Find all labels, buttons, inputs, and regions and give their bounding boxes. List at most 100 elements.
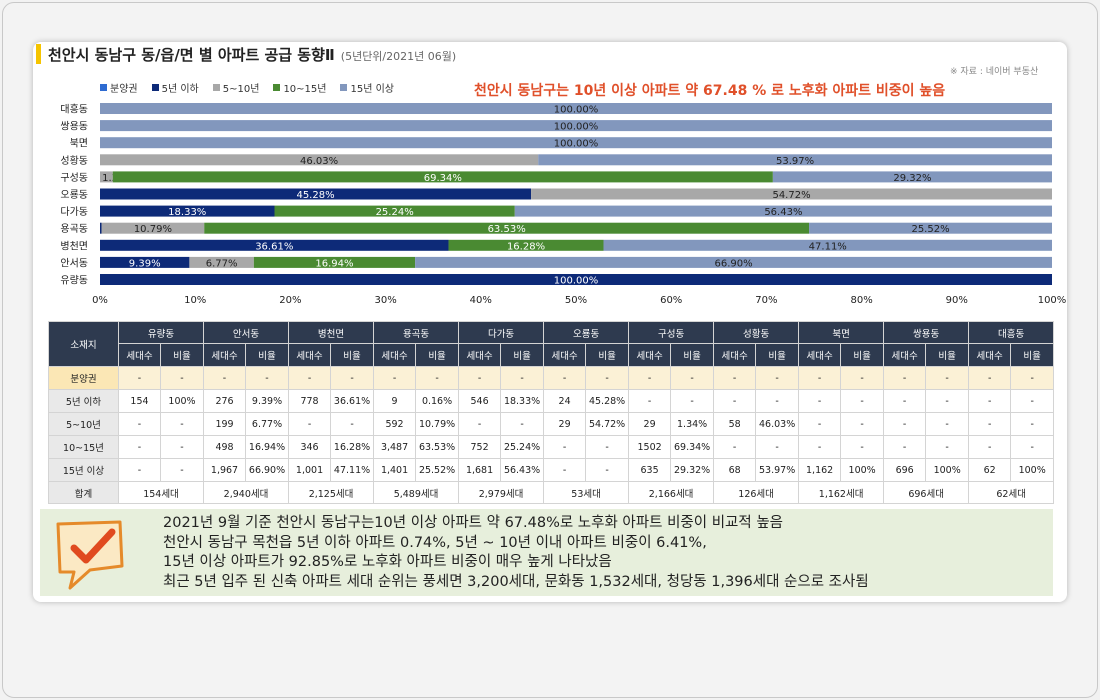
column-subheader: 비율 [755,343,800,367]
data-label: 45.28% [296,190,334,201]
x-tick-label: 10% [184,295,206,306]
category-label: 안서동 [60,257,88,269]
region-header: 대흥동 [968,321,1055,344]
category-label: 병천면 [60,240,88,252]
table-cell: - [330,366,375,390]
region-header: 병천면 [288,321,375,344]
category-label: 구성동 [60,172,88,184]
table-cell: 62 [968,458,1012,482]
table-cell: 69.34% [670,435,715,459]
category-label: 오룡동 [60,189,88,201]
data-label: 63.53% [488,224,526,235]
data-label: 100.00% [554,105,599,116]
title-accent-bar [36,44,41,64]
table-cell: - [755,389,800,413]
table-cell: - [543,366,587,390]
column-subheader: 비율 [585,343,630,367]
row-header: 분양권 [48,366,119,390]
table-cell: 9.39% [245,389,290,413]
bar-segment [603,239,1052,251]
table-cell: - [798,412,842,436]
checkmark-icon [56,520,124,590]
data-label: 36.61% [255,241,293,252]
table-cell: - [118,458,161,482]
table-cell: - [1010,389,1055,413]
table-cell: - [755,435,800,459]
bar-segment [538,154,1052,166]
table-cell: 1,401 [373,458,417,482]
bar-segment [448,239,604,251]
bar-segment [100,120,1052,132]
bar-segment [100,222,102,234]
table-row: 5~10년 - -199 6.77% - -592 10.79% - -29 54.72% 29 1.… [48,412,1055,436]
table-cell: 592 [373,412,417,436]
legend-label: 분양권 [110,84,138,95]
table-cell: 16.28% [330,435,375,459]
data-label: 56.43% [764,207,802,218]
bar-segment [809,222,1052,234]
x-tick-label: 60% [660,295,682,306]
table-cell: 63.53% [415,435,460,459]
table-cell: - [628,389,672,413]
row-header: 5년 이하 [48,389,119,413]
table-row: 15년 이상 - -1,967 66.90% 1,001 47.11% 1,401 25.52… [48,458,1055,482]
chart-headline: 천안시 동남구는 10년 이상 아파트 약 67.48 % 로 노후화 아파트 … [474,83,946,99]
table-cell: - [288,366,332,390]
table-cell: 68 [713,458,757,482]
column-subheader: 비율 [500,343,545,367]
table-cell: 635 [628,458,672,482]
category-label: 대흥동 [60,103,88,116]
table-cell: 29 [543,412,587,436]
table-cell: 18.33% [500,389,545,413]
legend-swatch [340,84,348,91]
table-cell: 0.16% [415,389,460,413]
legend-label: 10~15년 [283,84,327,95]
table-cell: - [798,435,842,459]
table-cell: 16.94% [245,435,290,459]
bar-segment [100,205,275,217]
bar-segment [772,171,1052,183]
table-cell: - [925,366,970,390]
bar-segment [100,171,113,183]
data-label: 66.90% [714,258,752,269]
table-cell: - [458,412,502,436]
table-cell: - [585,458,630,482]
column-subheader: 비율 [840,343,885,367]
bar-segment [100,137,1052,149]
table-cell: 46.03% [755,412,800,436]
legend-swatch [212,84,220,91]
bar-segment [101,222,205,234]
column-subheader: 세대수 [118,343,161,367]
bar-segment [100,274,1052,285]
category-label: 용곡동 [60,223,88,235]
data-label: 25.52% [911,224,949,235]
column-subheader: 세대수 [458,343,502,367]
table-cell: - [713,435,757,459]
table-cell: - [925,435,970,459]
legend-item: 5~10년 [212,80,259,95]
region-header: 북면 [798,321,885,344]
table-cell: 778 [288,389,332,413]
total-cell: 5,489세대 [373,481,460,504]
table-cell: - [288,412,332,436]
table-cell: 100% [1010,458,1055,482]
data-label: 47.11% [809,241,847,252]
table-row: 분양권 - - - - - - - - - - - - - - - - - - - - - - [48,366,1055,390]
table-cell: 1.34% [670,412,715,436]
region-header: 구성동 [628,321,715,344]
table-cell: - [458,366,502,390]
table-cell: - [1010,435,1055,459]
region-header: 성황동 [713,321,800,344]
table-cell: - [543,458,587,482]
data-label: 6.77% [206,258,238,269]
table-cell: - [1010,412,1055,436]
region-header: 안서동 [203,321,290,344]
table-cell: 3,487 [373,435,417,459]
table-cell: 10.79% [415,412,460,436]
column-subheader: 비율 [330,343,375,367]
column-subheader: 비율 [245,343,290,367]
table-cell: 54.72% [585,412,630,436]
data-label: 100.00% [554,122,599,133]
source-note: ※ 자료 : 네이버 부동산 [950,67,1039,77]
legend-item: 분양권 [100,80,138,95]
